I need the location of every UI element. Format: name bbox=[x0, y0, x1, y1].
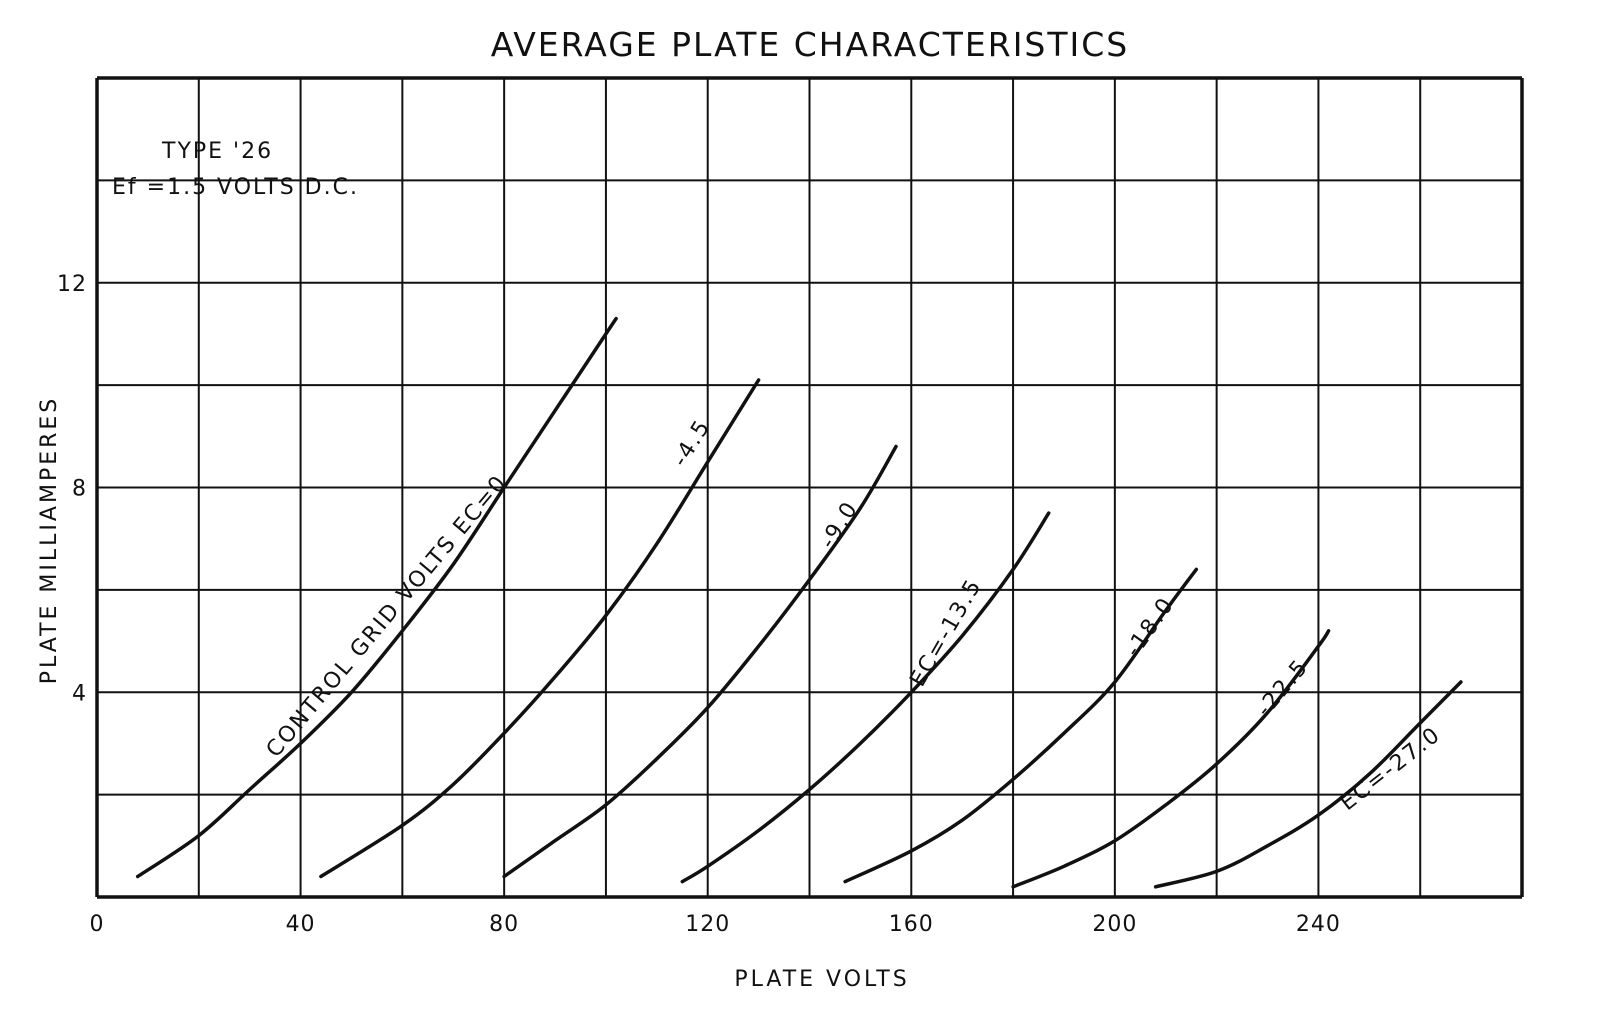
curves bbox=[135, 316, 1463, 889]
x-tick-label: 240 bbox=[1296, 912, 1341, 937]
y-tick-label: 8 bbox=[72, 477, 87, 502]
y-axis-label: PLATE MILLIAMPERES bbox=[37, 396, 62, 685]
tube-annotation: TYPE '26 Ef =1.5 VOLTS D.C. bbox=[112, 139, 359, 200]
series-line-6 bbox=[1153, 680, 1463, 889]
series-line-2 bbox=[502, 444, 898, 879]
x-tick-label: 120 bbox=[685, 912, 730, 937]
grid bbox=[95, 76, 1524, 899]
annotation-line-1: TYPE '26 bbox=[161, 139, 273, 164]
x-tick-label: 160 bbox=[889, 912, 934, 937]
x-tick-label: 40 bbox=[286, 912, 316, 937]
series-line-3 bbox=[680, 511, 1051, 884]
series-label-0: CONTROL GRID VOLTS EC=0 bbox=[262, 470, 513, 762]
series-label-4: -18.0 bbox=[1121, 593, 1180, 662]
series-line-4 bbox=[843, 567, 1199, 884]
series-label-2: -9.0 bbox=[816, 497, 864, 553]
series-line-0 bbox=[135, 316, 618, 879]
series-line-5 bbox=[1011, 629, 1331, 889]
x-tick-label: 0 bbox=[90, 912, 105, 937]
tick-labels: 0 40 80 120 160 200 240 4 8 12 bbox=[57, 272, 1341, 937]
series-label-3: EC=-13.5 bbox=[905, 574, 987, 691]
series-label-5: -22.5 bbox=[1252, 654, 1314, 721]
x-tick-label: 80 bbox=[489, 912, 519, 937]
chart-title: AVERAGE PLATE CHARACTERISTICS bbox=[491, 25, 1130, 64]
y-tick-label: 4 bbox=[72, 681, 87, 706]
annotation-line-2: Ef =1.5 VOLTS D.C. bbox=[112, 175, 359, 200]
x-tick-label: 200 bbox=[1092, 912, 1137, 937]
series-label-6: EC=-27.0 bbox=[1336, 722, 1446, 816]
y-tick-label: 12 bbox=[57, 272, 87, 297]
x-axis-label: PLATE VOLTS bbox=[734, 967, 909, 992]
curve-labels: CONTROL GRID VOLTS EC=0-4.5-9.0EC=-13.5-… bbox=[262, 415, 1446, 816]
series-line-1 bbox=[319, 378, 761, 879]
